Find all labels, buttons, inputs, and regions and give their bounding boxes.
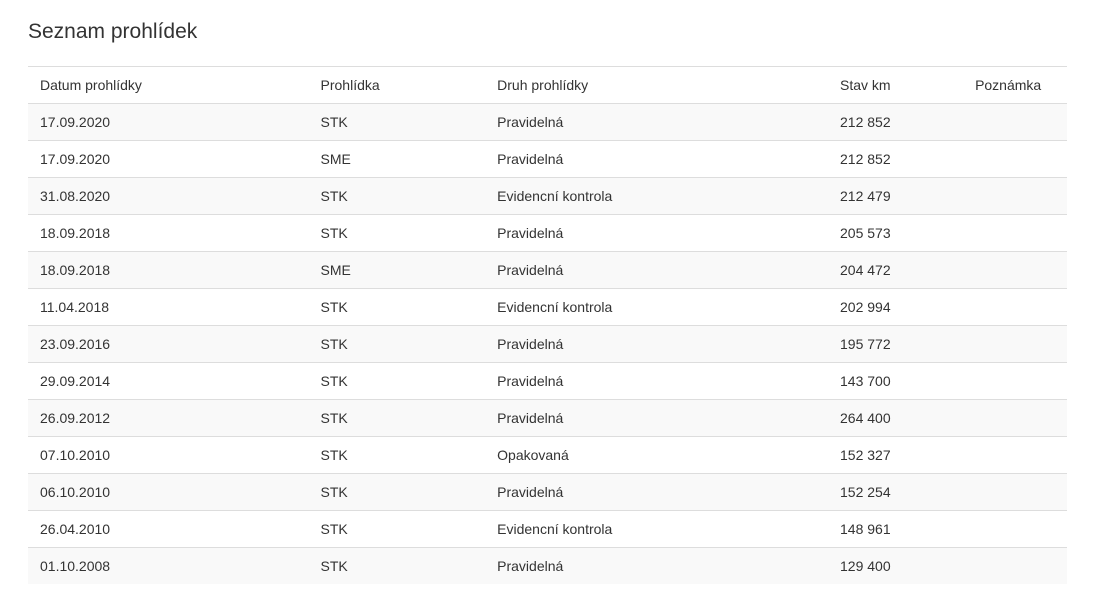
col-header-km: Stav km <box>828 67 963 104</box>
cell-type: STK <box>309 326 486 363</box>
inspections-table: Datum prohlídky Prohlídka Druh prohlídky… <box>28 66 1067 584</box>
cell-km: 152 327 <box>828 437 963 474</box>
cell-km: 148 961 <box>828 511 963 548</box>
cell-kind: Pravidelná <box>485 363 828 400</box>
col-header-note: Poznámka <box>963 67 1067 104</box>
cell-km: 195 772 <box>828 326 963 363</box>
cell-type: STK <box>309 400 486 437</box>
cell-date: 29.09.2014 <box>28 363 309 400</box>
cell-note <box>963 215 1067 252</box>
cell-date: 26.04.2010 <box>28 511 309 548</box>
cell-note <box>963 437 1067 474</box>
table-header-row: Datum prohlídky Prohlídka Druh prohlídky… <box>28 67 1067 104</box>
cell-kind: Pravidelná <box>485 400 828 437</box>
table-row: 31.08.2020 STK Evidencní kontrola 212 47… <box>28 178 1067 215</box>
cell-kind: Pravidelná <box>485 548 828 585</box>
cell-kind: Pravidelná <box>485 104 828 141</box>
cell-type: STK <box>309 548 486 585</box>
table-row: 11.04.2018 STK Evidencní kontrola 202 99… <box>28 289 1067 326</box>
cell-type: SME <box>309 252 486 289</box>
cell-kind: Pravidelná <box>485 326 828 363</box>
cell-date: 31.08.2020 <box>28 178 309 215</box>
col-header-date: Datum prohlídky <box>28 67 309 104</box>
table-row: 07.10.2010 STK Opakovaná 152 327 <box>28 437 1067 474</box>
col-header-type: Prohlídka <box>309 67 486 104</box>
cell-note <box>963 511 1067 548</box>
cell-date: 26.09.2012 <box>28 400 309 437</box>
table-row: 26.04.2010 STK Evidencní kontrola 148 96… <box>28 511 1067 548</box>
table-row: 23.09.2016 STK Pravidelná 195 772 <box>28 326 1067 363</box>
cell-kind: Pravidelná <box>485 141 828 178</box>
cell-kind: Pravidelná <box>485 474 828 511</box>
cell-date: 11.04.2018 <box>28 289 309 326</box>
cell-kind: Pravidelná <box>485 215 828 252</box>
table-row: 17.09.2020 SME Pravidelná 212 852 <box>28 141 1067 178</box>
table-row: 06.10.2010 STK Pravidelná 152 254 <box>28 474 1067 511</box>
cell-km: 212 852 <box>828 104 963 141</box>
cell-type: STK <box>309 289 486 326</box>
cell-km: 264 400 <box>828 400 963 437</box>
cell-date: 01.10.2008 <box>28 548 309 585</box>
cell-note <box>963 178 1067 215</box>
cell-kind: Pravidelná <box>485 252 828 289</box>
cell-kind: Evidencní kontrola <box>485 511 828 548</box>
cell-kind: Opakovaná <box>485 437 828 474</box>
cell-type: SME <box>309 141 486 178</box>
cell-km: 212 852 <box>828 141 963 178</box>
cell-type: STK <box>309 104 486 141</box>
table-row: 01.10.2008 STK Pravidelná 129 400 <box>28 548 1067 585</box>
inspections-table-wrapper: Datum prohlídky Prohlídka Druh prohlídky… <box>28 66 1067 584</box>
cell-note <box>963 400 1067 437</box>
cell-note <box>963 252 1067 289</box>
cell-note <box>963 474 1067 511</box>
cell-date: 18.09.2018 <box>28 252 309 289</box>
cell-date: 23.09.2016 <box>28 326 309 363</box>
cell-km: 205 573 <box>828 215 963 252</box>
cell-km: 129 400 <box>828 548 963 585</box>
cell-type: STK <box>309 215 486 252</box>
cell-date: 18.09.2018 <box>28 215 309 252</box>
cell-type: STK <box>309 474 486 511</box>
cell-date: 07.10.2010 <box>28 437 309 474</box>
cell-note <box>963 548 1067 585</box>
cell-type: STK <box>309 178 486 215</box>
cell-type: STK <box>309 511 486 548</box>
cell-km: 202 994 <box>828 289 963 326</box>
cell-type: STK <box>309 363 486 400</box>
cell-note <box>963 326 1067 363</box>
cell-note <box>963 141 1067 178</box>
cell-kind: Evidencní kontrola <box>485 289 828 326</box>
cell-note <box>963 363 1067 400</box>
cell-kind: Evidencní kontrola <box>485 178 828 215</box>
cell-km: 204 472 <box>828 252 963 289</box>
cell-date: 17.09.2020 <box>28 104 309 141</box>
page-title: Seznam prohlídek <box>28 20 1067 44</box>
table-row: 18.09.2018 SME Pravidelná 204 472 <box>28 252 1067 289</box>
table-row: 18.09.2018 STK Pravidelná 205 573 <box>28 215 1067 252</box>
cell-date: 17.09.2020 <box>28 141 309 178</box>
table-body: 17.09.2020 STK Pravidelná 212 852 17.09.… <box>28 104 1067 585</box>
cell-note <box>963 289 1067 326</box>
table-row: 29.09.2014 STK Pravidelná 143 700 <box>28 363 1067 400</box>
col-header-kind: Druh prohlídky <box>485 67 828 104</box>
cell-km: 152 254 <box>828 474 963 511</box>
cell-km: 212 479 <box>828 178 963 215</box>
cell-date: 06.10.2010 <box>28 474 309 511</box>
table-row: 26.09.2012 STK Pravidelná 264 400 <box>28 400 1067 437</box>
cell-note <box>963 104 1067 141</box>
cell-type: STK <box>309 437 486 474</box>
cell-km: 143 700 <box>828 363 963 400</box>
table-row: 17.09.2020 STK Pravidelná 212 852 <box>28 104 1067 141</box>
